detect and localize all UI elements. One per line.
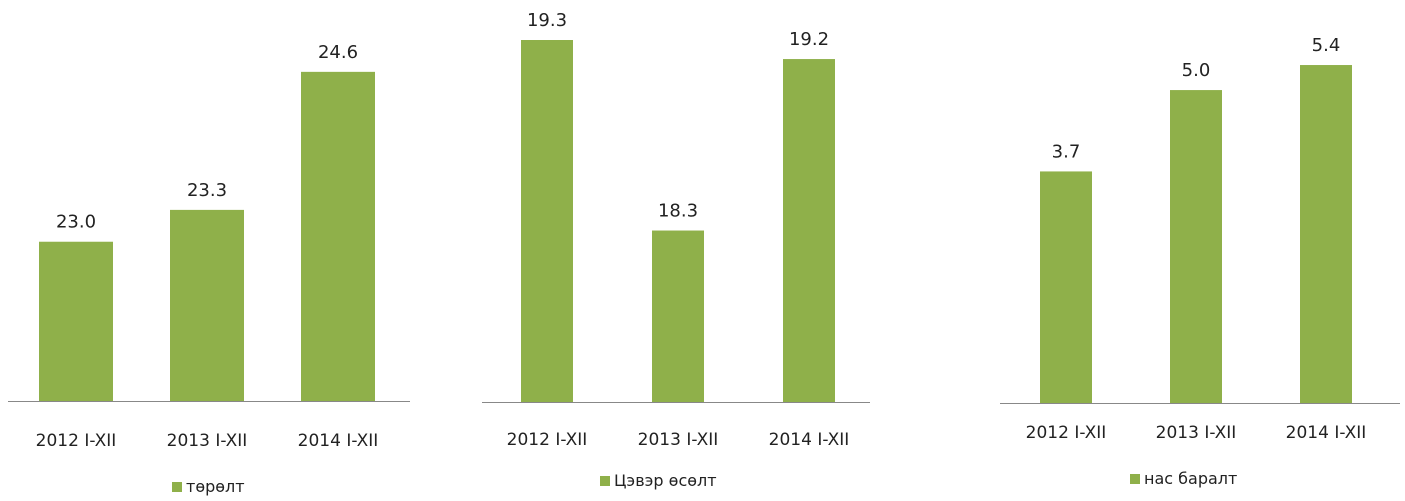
x-tick-label-1: 2013 I-XII xyxy=(167,431,248,451)
x-tick-label-0: 2012 I-XII xyxy=(1026,423,1107,443)
value-label-1: 5.0 xyxy=(1182,60,1211,81)
value-label-1: 18.3 xyxy=(658,201,698,222)
legend-label: Цэвэр өсөлт xyxy=(614,471,717,490)
legend-label: төрөлт xyxy=(186,477,245,496)
value-label-2: 19.2 xyxy=(789,29,829,50)
chart-births: 23.0 2012 I-XII 23.3 2013 I-XII 24.6 2014 I-X… xyxy=(0,0,420,501)
value-label-0: 19.3 xyxy=(527,10,567,31)
bar-1 xyxy=(652,230,704,402)
legend-swatch xyxy=(172,482,182,492)
x-tick-label-0: 2012 I-XII xyxy=(36,431,117,451)
legend-swatch xyxy=(600,476,610,486)
chart-deaths: 3.7 2012 I-XII 5.0 2013 I-XII 5.4 2014 I-XII н… xyxy=(990,0,1405,501)
value-label-1: 23.3 xyxy=(187,180,227,201)
x-tick-label-0: 2012 I-XII xyxy=(507,430,588,450)
value-label-2: 5.4 xyxy=(1312,35,1341,56)
x-tick-label-1: 2013 I-XII xyxy=(1156,423,1237,443)
bar-0 xyxy=(521,40,573,402)
bar-0 xyxy=(1040,171,1092,403)
chart-net-growth: 19.3 2012 I-XII 18.3 2013 I-XII 19.2 2014 I-X… xyxy=(470,0,890,501)
bar-2 xyxy=(301,71,375,402)
bar-2 xyxy=(783,59,835,402)
x-tick-label-2: 2014 I-XII xyxy=(769,430,850,450)
legend-label: нас баралт xyxy=(1144,469,1237,488)
bar-0 xyxy=(39,241,113,401)
value-label-0: 3.7 xyxy=(1052,141,1081,162)
x-tick-label-2: 2014 I-XII xyxy=(1286,423,1367,443)
legend-swatch xyxy=(1130,474,1140,484)
bar-1 xyxy=(1170,90,1222,403)
bar-1 xyxy=(170,209,244,401)
x-tick-label-1: 2013 I-XII xyxy=(638,430,719,450)
value-label-0: 23.0 xyxy=(56,212,96,233)
bar-2 xyxy=(1300,65,1352,403)
x-tick-label-2: 2014 I-XII xyxy=(298,431,379,451)
value-label-2: 24.6 xyxy=(318,42,358,63)
